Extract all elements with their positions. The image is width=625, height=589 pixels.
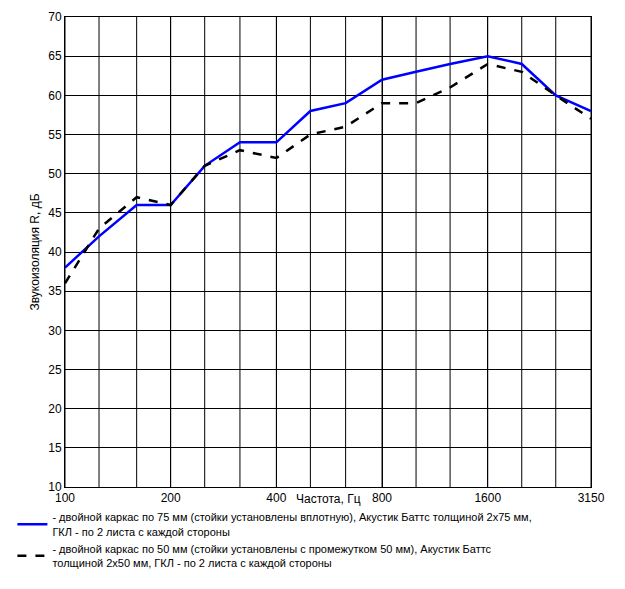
svg-text:25: 25 bbox=[48, 363, 62, 377]
svg-text:35: 35 bbox=[48, 284, 62, 298]
svg-text:15: 15 bbox=[48, 441, 62, 455]
svg-text:65: 65 bbox=[48, 49, 62, 63]
svg-text:800: 800 bbox=[372, 491, 392, 505]
svg-text:55: 55 bbox=[48, 128, 62, 142]
svg-text:50: 50 bbox=[48, 167, 62, 181]
svg-text:10: 10 bbox=[48, 480, 62, 494]
svg-text:100: 100 bbox=[55, 491, 75, 505]
svg-text:400: 400 bbox=[266, 491, 286, 505]
svg-text:- двойной каркас по 75 мм (сто: - двойной каркас по 75 мм (стойки устано… bbox=[52, 511, 531, 537]
svg-text:40: 40 bbox=[48, 245, 62, 259]
svg-text:- двойной каркас по 50 мм (сто: - двойной каркас по 50 мм (стойки устано… bbox=[52, 543, 491, 569]
svg-text:20: 20 bbox=[48, 402, 62, 416]
svg-text:3150: 3150 bbox=[578, 491, 605, 505]
svg-text:200: 200 bbox=[161, 491, 181, 505]
svg-text:Звукоизоляция R, дБ: Звукоизоляция R, дБ bbox=[28, 193, 42, 310]
svg-text:1600: 1600 bbox=[474, 491, 501, 505]
svg-text:60: 60 bbox=[48, 89, 62, 103]
svg-text:30: 30 bbox=[48, 324, 62, 338]
svg-text:45: 45 bbox=[48, 206, 62, 220]
svg-text:Частота, Гц: Частота, Гц bbox=[296, 492, 361, 506]
svg-text:70: 70 bbox=[48, 10, 62, 24]
